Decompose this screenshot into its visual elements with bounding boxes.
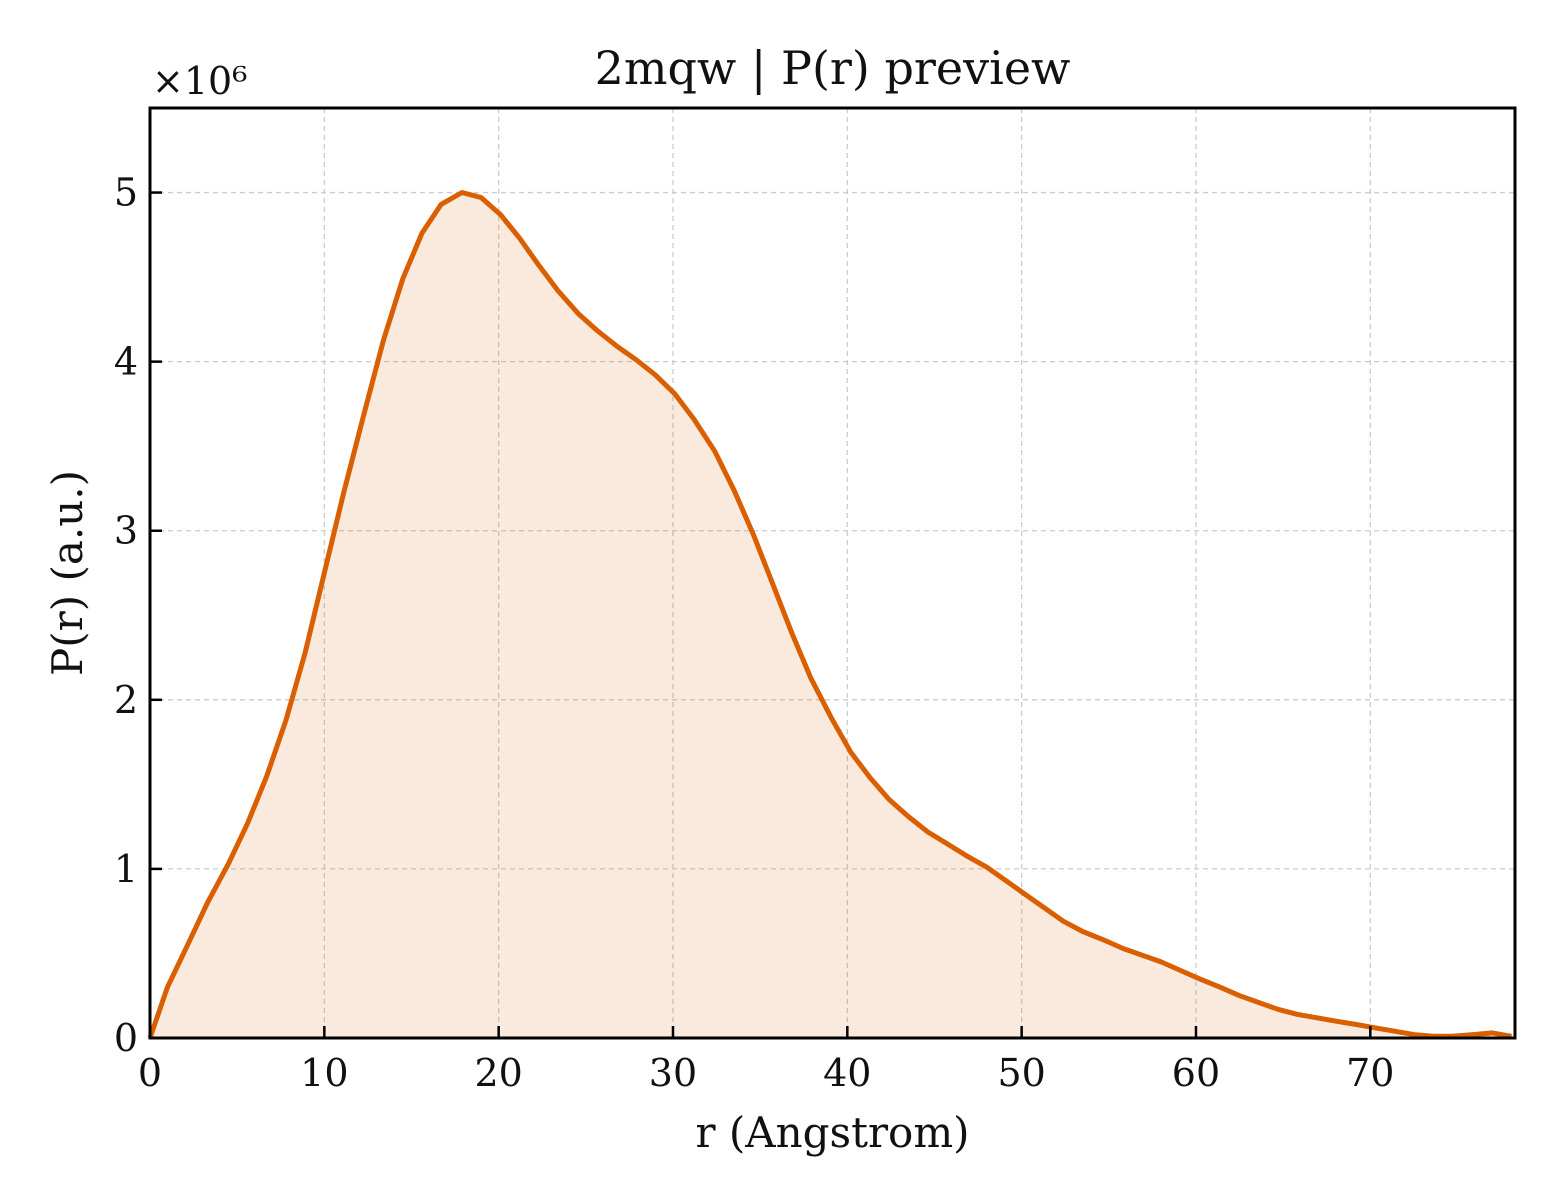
- y-tick-label: 2: [114, 678, 138, 722]
- x-tick-label: 20: [474, 1051, 522, 1095]
- chart-title: 2mqw | P(r) preview: [595, 41, 1071, 95]
- x-tick-label: 10: [300, 1051, 348, 1095]
- y-axis-label: P(r) (a.u.): [43, 470, 92, 676]
- ticks: 0 10 20 30 40 50 60 70 0 1 2 3 4 5: [114, 171, 1395, 1095]
- series-area-fill: [150, 192, 1512, 1038]
- plot-frame: [148, 106, 1517, 1040]
- y-tick-label: 5: [114, 171, 138, 215]
- y-tick-label: 3: [114, 509, 138, 553]
- x-tick-label: 40: [823, 1051, 871, 1095]
- grid: [150, 108, 1515, 1038]
- y-axis-multiplier: ×10⁶: [152, 59, 247, 103]
- y-tick-label: 1: [114, 847, 138, 891]
- x-tick-label: 70: [1346, 1051, 1394, 1095]
- series-line: [147, 190, 1512, 1039]
- x-tick-label: 30: [649, 1051, 697, 1095]
- x-tick-label: 50: [997, 1051, 1045, 1095]
- x-tick-label: 60: [1172, 1051, 1220, 1095]
- y-tick-label: 4: [114, 340, 138, 384]
- x-tick-label: 0: [138, 1051, 162, 1095]
- y-tick-label: 0: [114, 1016, 138, 1060]
- x-axis-label: r (Angstrom): [695, 1108, 969, 1157]
